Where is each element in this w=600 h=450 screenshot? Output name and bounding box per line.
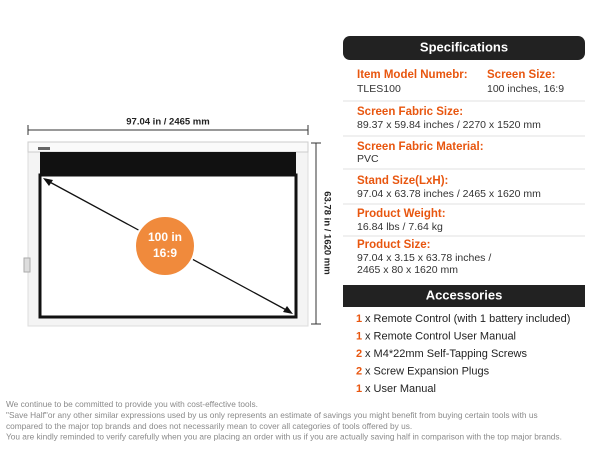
disclaimer-line: "Save Half"or any other similar expressi…	[6, 410, 538, 420]
spec-title: Specifications	[420, 39, 508, 54]
spec-label: Product Size:	[357, 239, 430, 251]
screen-diagram: 97.04 in / 2465 mm 100 in 16:9 63.78 in …	[23, 117, 332, 327]
spec-label: Item Model Numebr:	[357, 69, 468, 81]
spec-label: Screen Fabric Size:	[357, 106, 463, 118]
spec-value: TLES100	[357, 83, 401, 95]
height-label: 63.78 in / 1620 mm	[321, 191, 332, 274]
disclaimer: We continue to be committed to provide y…	[6, 399, 562, 441]
accessory-text: x Remote Control (with 1 battery include…	[365, 313, 570, 325]
spec-panel: Specifications Item Model Numebr: TLES10…	[343, 36, 585, 395]
disclaimer-line: compared to the major top brands and doe…	[6, 421, 412, 431]
spec-value: 100 inches, 16:9	[487, 83, 564, 95]
badge-size: 100 in	[148, 230, 182, 244]
accessory-text: x Remote Control User Manual	[365, 330, 516, 342]
accessory-text: x User Manual	[365, 383, 436, 395]
spec-value: 16.84 lbs / 7.64 kg	[357, 221, 443, 233]
badge-ratio: 16:9	[153, 246, 177, 260]
size-badge	[134, 215, 196, 277]
spec-label: Screen Size:	[487, 69, 555, 81]
accessory-qty: 2	[356, 365, 362, 377]
black-strip	[40, 152, 296, 176]
accessory-qty: 2	[356, 348, 362, 360]
spec-label: Screen Fabric Material:	[357, 141, 484, 153]
disclaimer-line: We continue to be committed to provide y…	[6, 399, 258, 409]
spec-label: Product Weight:	[357, 208, 446, 220]
spec-header	[343, 36, 585, 60]
accessory-text: x M4*22mm Self-Tapping Screws	[365, 348, 528, 360]
spec-value: PVC	[357, 153, 379, 165]
spec-value: 97.04 x 63.78 inches / 2465 x 1620 mm	[357, 188, 541, 200]
accessory-text: x Screw Expansion Plugs	[365, 365, 490, 377]
spec-label: Stand Size(LxH):	[357, 175, 448, 187]
spec-value: 89.37 x 59.84 inches / 2270 x 1520 mm	[357, 119, 541, 131]
spec-value: 2465 x 80 x 1620 mm	[357, 264, 458, 276]
accessories-header	[343, 285, 585, 307]
accessory-qty: 1	[356, 313, 362, 325]
accessory-qty: 1	[356, 330, 362, 342]
accessories-title: Accessories	[426, 287, 503, 302]
accessory-qty: 1	[356, 383, 362, 395]
width-label: 97.04 in / 2465 mm	[126, 117, 209, 128]
spec-value: 97.04 x 3.15 x 63.78 inches /	[357, 252, 491, 264]
disclaimer-line: You are kindly reminded to verify carefu…	[6, 432, 562, 442]
